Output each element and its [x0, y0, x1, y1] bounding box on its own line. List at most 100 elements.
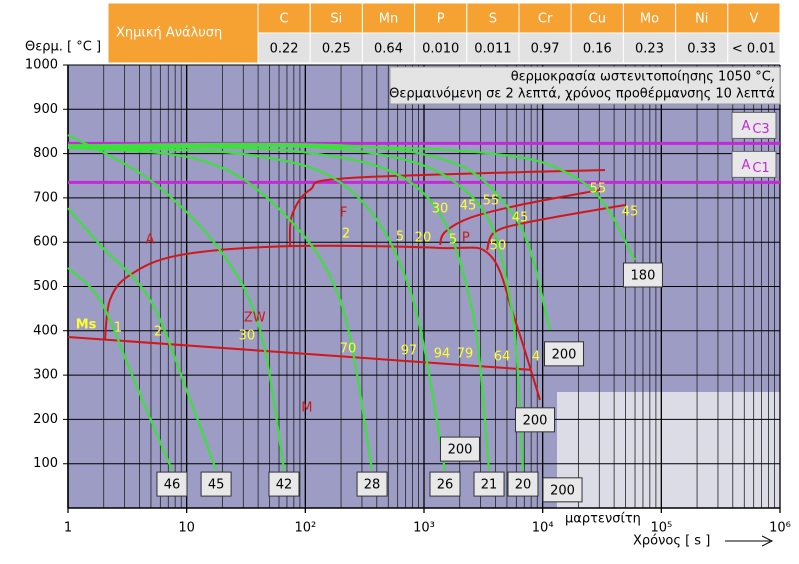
curve-number: 2 [154, 325, 162, 340]
hardness-label-box [429, 471, 461, 497]
ac-label: A [742, 158, 751, 173]
table-value: 0.011 [474, 42, 511, 57]
curve-number: 20 [415, 231, 432, 246]
table-head-cell [361, 2, 416, 34]
info-box [389, 66, 781, 105]
table-value-cell [309, 32, 363, 64]
ac-box [731, 150, 777, 178]
curve-number: 64 [494, 349, 511, 364]
info-line: θερμοκρασία ωστενιτοποίησης 1050 °C, [511, 70, 775, 85]
curve-number: 30 [432, 201, 449, 216]
plot-patch [557, 392, 780, 508]
y-tick-label: 600 [33, 235, 58, 250]
table-head: V [749, 12, 758, 27]
x-tick-label: 10 [178, 521, 195, 536]
cooling-curve [67, 207, 218, 471]
table-value: 0.25 [322, 42, 351, 57]
curve-number: 55 [483, 194, 500, 209]
table-head-cell [518, 2, 572, 34]
table-value: 0.23 [635, 42, 664, 57]
y-tick-label: 200 [33, 412, 58, 427]
table-value: 0.64 [374, 42, 403, 57]
table-title-cell [107, 2, 259, 64]
hardness-label: 20 [515, 478, 532, 493]
x-tick-label: 10⁵ [650, 521, 672, 536]
curve-number: 79 [457, 346, 474, 361]
table-value-cell [257, 32, 311, 64]
ac-label: A [742, 119, 751, 134]
y-axis-label: Θερμ. [ °C ] [25, 40, 101, 55]
y-tick-label: 100 [33, 456, 58, 471]
x-arrow [725, 535, 774, 547]
ac-label-sub: C3 [752, 122, 769, 137]
ms-label: Ms [76, 318, 97, 333]
cooling-curve [67, 144, 636, 261]
table-value-cell [361, 32, 416, 64]
table-head: Cr [538, 12, 553, 27]
curve-number: 30 [239, 329, 256, 344]
hardness-label-box [473, 471, 505, 497]
ac-label-sub: C1 [752, 161, 769, 176]
table-value: 0.33 [687, 42, 716, 57]
table-value-cell [414, 32, 468, 64]
y-tick-label: 800 [33, 146, 58, 161]
x-tick-label: 10² [294, 521, 316, 536]
table-head: Si [330, 12, 342, 27]
table-head: Mo [640, 12, 659, 27]
region-label: ZW [244, 310, 266, 325]
hardness-label-box [515, 407, 556, 433]
table-head-cell [570, 2, 624, 34]
y-tick-label: 900 [33, 102, 58, 117]
table-value: < 0.01 [732, 42, 776, 57]
info-line: Θερμαινόμενη σε 2 λεπτά, χρόνος προθέρμα… [389, 87, 775, 102]
hardness-label: 200 [523, 413, 548, 428]
y-tick-label: 400 [33, 323, 58, 338]
table-value: 0.16 [583, 42, 612, 57]
curve-number: 97 [401, 344, 418, 359]
table-head-cell [466, 2, 520, 34]
region-label: P [462, 231, 470, 246]
curve-number: 70 [340, 341, 357, 356]
table-value: 0.010 [422, 42, 459, 57]
hardness-label-box [439, 436, 480, 462]
phase-line [67, 336, 531, 371]
curve-number: 55 [590, 182, 607, 197]
hardness-label-box [622, 262, 663, 288]
phase-line [486, 204, 626, 251]
hardness-label: 200 [552, 347, 577, 362]
y-tick-label: 500 [33, 279, 58, 294]
curve-number: 50 [490, 239, 507, 254]
table-value-cell [675, 32, 729, 64]
cooling-curve [67, 146, 374, 471]
x-axis-label: Χρόνος [ s ] [633, 534, 710, 549]
hardness-label: 200 [448, 443, 473, 458]
curve-number: 5 [396, 229, 404, 244]
hardness-label-box [544, 341, 585, 367]
hardness-label: 46 [164, 478, 181, 493]
curve-number: 94 [434, 346, 451, 361]
hardness-label: 180 [631, 268, 656, 283]
table-head: Cu [589, 12, 606, 27]
cooling-curve [67, 145, 491, 471]
table-value-cell [518, 32, 572, 64]
hardness-label-box [507, 471, 539, 497]
table-value: 0.97 [531, 42, 560, 57]
ac-box [731, 111, 777, 139]
curve-number: 45 [622, 205, 639, 220]
table-head: C [280, 12, 289, 27]
martensite-note: μαρτενσίτη [565, 512, 641, 527]
hardness-label-box [356, 471, 388, 497]
cooling-curve [67, 146, 447, 471]
curve-number: 4 [532, 349, 540, 364]
table-value-cell [727, 32, 781, 64]
table-head: S [489, 12, 497, 27]
hardness-label: 26 [437, 478, 454, 493]
phase-line [288, 168, 606, 247]
table-head: Ni [695, 12, 708, 27]
region-label: A [146, 232, 155, 247]
hardness-label-box [200, 471, 232, 497]
hardness-label-box [542, 477, 583, 503]
hardness-label: 45 [208, 478, 225, 493]
